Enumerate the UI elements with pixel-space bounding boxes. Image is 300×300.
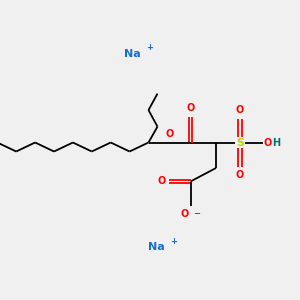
- Text: O: O: [181, 209, 189, 219]
- Text: O: O: [186, 103, 195, 113]
- Text: O: O: [236, 170, 244, 180]
- Text: Na: Na: [148, 242, 164, 253]
- Text: O: O: [236, 105, 244, 115]
- Text: S: S: [236, 137, 244, 148]
- Text: Na: Na: [124, 49, 140, 59]
- Text: O: O: [264, 137, 272, 148]
- Text: −: −: [193, 209, 200, 218]
- Text: O: O: [165, 129, 174, 139]
- Text: +: +: [146, 44, 154, 52]
- Text: H: H: [272, 137, 281, 148]
- Text: O: O: [157, 176, 165, 187]
- Text: +: +: [170, 237, 178, 246]
